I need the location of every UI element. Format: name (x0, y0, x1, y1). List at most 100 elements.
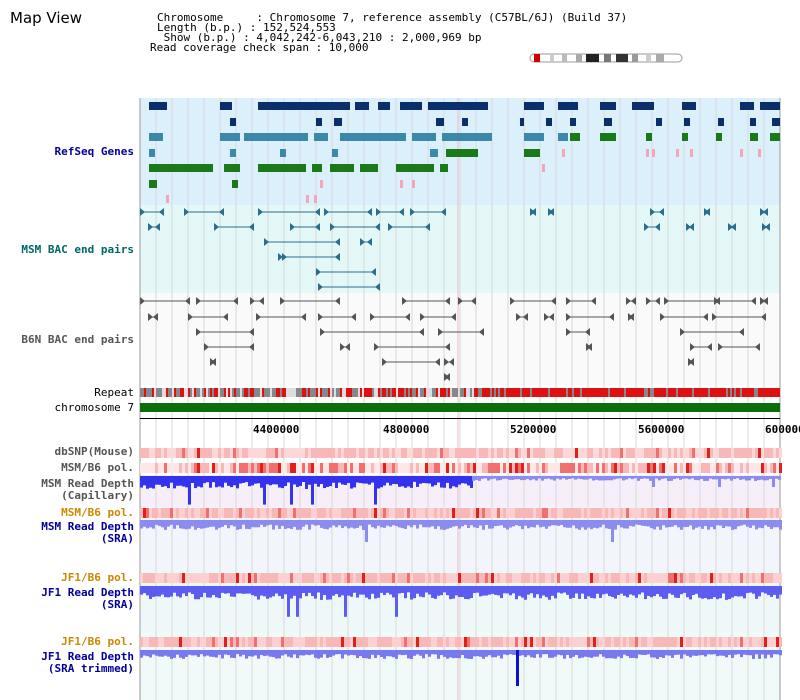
repeat-element (180, 388, 182, 397)
heatmap-cell (752, 508, 755, 518)
depth-bar (419, 476, 422, 484)
heatmap-cell (518, 448, 521, 458)
heatmap-cell (407, 448, 410, 458)
depth-bar (488, 650, 491, 656)
depth-bar (449, 476, 452, 489)
heatmap-cell (518, 573, 521, 583)
depth-bar (554, 586, 557, 599)
heatmap-cell (392, 637, 395, 647)
heatmap-cell (146, 508, 149, 518)
heatmap-cell (644, 573, 647, 583)
repeat-element (294, 388, 296, 397)
depth-bar (737, 520, 740, 527)
depth-bar (635, 586, 638, 598)
heatmap-cell (539, 637, 542, 647)
depth-bar (404, 586, 407, 599)
depth-bar (386, 586, 389, 593)
depth-bar (662, 520, 665, 526)
depth-bar (641, 650, 644, 655)
repeat-element (312, 388, 314, 397)
depth-bar (149, 650, 152, 658)
heatmap-cell (677, 508, 680, 518)
repeat-element (740, 388, 742, 397)
heatmap-cell (200, 463, 203, 473)
bac-end-marker (631, 297, 636, 305)
depth-bar (779, 586, 782, 595)
heatmap-cell (707, 637, 710, 647)
heatmap-cell (701, 573, 704, 583)
depth-bar (589, 476, 592, 479)
heatmap-cell (641, 573, 644, 583)
depth-bar (254, 586, 257, 597)
depth-bar (296, 476, 299, 487)
read-depth-tracks (140, 476, 782, 686)
depth-spike (516, 650, 519, 686)
heatmap-cell (686, 508, 689, 518)
depth-bar (566, 650, 569, 655)
heatmap-cell (767, 573, 770, 583)
heatmap-cell (251, 637, 254, 647)
heatmap-cell (209, 448, 212, 458)
repeat-element (222, 388, 224, 397)
depth-bar (407, 520, 410, 526)
depth-bar (269, 476, 272, 486)
depth-bar (260, 586, 263, 596)
depth-bar (488, 520, 491, 529)
repeat-element (742, 388, 744, 397)
heatmap-cell (572, 463, 575, 473)
heatmap-cell (239, 508, 242, 518)
heatmap-cell (437, 448, 440, 458)
heatmap-cell (332, 637, 335, 647)
depth-bar (287, 476, 290, 483)
heatmap-cell (170, 637, 173, 647)
repeat-element (406, 388, 408, 397)
heatmap-cell (746, 573, 749, 583)
chromosome-ideogram[interactable] (528, 53, 688, 65)
depth-bar (278, 650, 281, 659)
heatmap-cell (725, 573, 728, 583)
repeat-element (256, 388, 258, 397)
heatmap-cell (758, 508, 761, 518)
heatmap-cell (173, 573, 176, 583)
heatmap-cell (329, 508, 332, 518)
heatmap-cell (377, 637, 380, 647)
depth-bar (401, 650, 404, 656)
depth-bar (407, 586, 410, 593)
heatmap-cell (629, 508, 632, 518)
bac-end-marker (258, 208, 263, 216)
heatmap-cell (479, 637, 482, 647)
heatmap-cell (719, 463, 722, 473)
heatmap-cell (167, 637, 170, 647)
depth-bar (254, 650, 257, 656)
heatmap-cell (257, 448, 260, 458)
depth-bar (260, 520, 263, 525)
depth-bar (257, 476, 260, 484)
heatmap-cell (353, 508, 356, 518)
depth-bar (416, 476, 419, 487)
depth-bar (203, 476, 206, 484)
heatmap-cell (212, 573, 215, 583)
depth-bar (665, 650, 668, 656)
depth-bar (215, 520, 218, 530)
depth-bar (194, 650, 197, 656)
depth-bar (362, 520, 365, 530)
depth-bar (389, 520, 392, 527)
depth-bar (722, 650, 725, 656)
depth-bar (458, 520, 461, 529)
depth-bar (440, 520, 443, 530)
heatmap-cell (386, 508, 389, 518)
heatmap-cell (533, 637, 536, 647)
heatmap-cell (497, 573, 500, 583)
track-label-jf1-pol-trim: JF1/B6 pol. (61, 635, 134, 648)
heatmap-cell (359, 508, 362, 518)
heatmap-cell (620, 573, 623, 583)
depth-bar (155, 650, 158, 656)
heatmap-cell (575, 573, 578, 583)
heatmap-cell (182, 573, 185, 583)
heatmap-cell (485, 463, 488, 473)
depth-bar (263, 520, 266, 527)
bac-end-marker (315, 223, 320, 231)
depth-bar (149, 476, 152, 488)
depth-bar (311, 650, 314, 655)
